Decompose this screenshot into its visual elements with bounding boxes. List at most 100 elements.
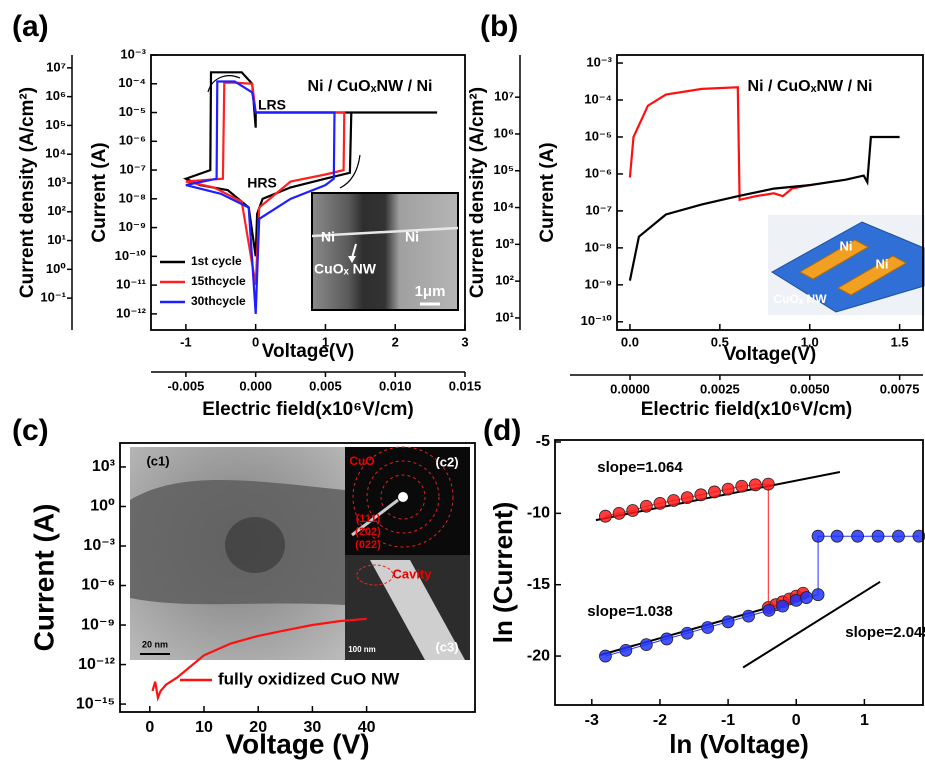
scatter-point xyxy=(640,639,652,651)
legend-label: fully oxidized CuO NW xyxy=(218,669,400,688)
scatter-point xyxy=(777,600,789,612)
annotation: slope=2.045 xyxy=(845,624,925,641)
scatter-point xyxy=(613,507,625,519)
annotation: 20 nm xyxy=(142,639,168,649)
y-tick-label: 10⁻⁶ xyxy=(81,577,115,594)
scatter-point xyxy=(702,622,714,634)
y-axis-label: Current (A) xyxy=(537,142,558,242)
scatter-point xyxy=(749,479,761,491)
y-tick-label: 10⁻¹⁵ xyxy=(76,695,115,712)
y-tick-label: 10⁰ xyxy=(90,498,115,515)
scatter-point xyxy=(668,495,680,507)
annotation: Ni xyxy=(840,238,853,253)
x-tick-label: 1 xyxy=(860,712,869,729)
legend-label: 30thcycle xyxy=(191,294,246,308)
annotation: Ni xyxy=(321,229,335,245)
x2-tick-label: 0.015 xyxy=(449,378,482,393)
page: (a)-1012310⁻³10⁻⁴10⁻⁵10⁻⁶10⁻⁷10⁻⁸10⁻⁹10⁻… xyxy=(0,0,925,763)
scatter-point xyxy=(599,510,611,522)
y2-tick-label: 10³ xyxy=(47,174,66,189)
y-tick-label: -5 xyxy=(536,433,550,450)
y-tick-label: 10⁻⁴ xyxy=(584,91,612,106)
scatter-point xyxy=(800,592,812,604)
y-tick-label: 10⁻⁷ xyxy=(585,202,612,217)
annotation: (c3) xyxy=(435,639,458,654)
panel-label: (b) xyxy=(480,10,518,43)
x-tick-label: 2 xyxy=(392,334,399,349)
y-tick-label: 10⁻¹² xyxy=(78,656,115,673)
annotation: (c2) xyxy=(435,454,458,469)
y-tick-label: 10³ xyxy=(92,458,115,475)
scatter-point xyxy=(812,589,824,601)
x-axis-label: Voltage (V) xyxy=(225,728,369,759)
y-tick-label: 10⁻⁶ xyxy=(585,165,612,180)
x2-axis-label: Electric field(x10⁶V/cm) xyxy=(202,399,414,420)
annotation: Cavity xyxy=(392,566,432,581)
panel-label: (d) xyxy=(483,414,521,447)
x-tick-label: 3 xyxy=(461,334,468,349)
y-tick-label: 10⁻⁹ xyxy=(81,616,115,633)
panel-label: (a) xyxy=(12,10,49,43)
scatter-point xyxy=(599,650,611,662)
x2-tick-label: 0.0050 xyxy=(790,381,830,396)
x2-tick-label: 0.000 xyxy=(239,378,272,393)
series-line xyxy=(630,87,810,200)
x2-tick-label: 0.0025 xyxy=(700,381,740,396)
series-line xyxy=(605,484,803,607)
scatter-point xyxy=(736,480,748,492)
x2-tick-label: 0.0075 xyxy=(880,381,920,396)
x-tick-label: 10 xyxy=(195,719,213,736)
x-axis-label: Voltage(V) xyxy=(724,344,817,365)
annotation: Ni xyxy=(405,229,419,245)
y-axis-label: Current (A) xyxy=(89,142,110,242)
scatter-point xyxy=(681,492,693,504)
y-tick-label: 10⁻³ xyxy=(120,46,146,61)
x-tick-label: 0.0 xyxy=(621,334,639,349)
annotation: Ni / CuOₓNW / Ni xyxy=(748,78,873,95)
y2-tick-label: 10⁴ xyxy=(493,199,514,214)
annotation: (111) xyxy=(356,513,381,525)
x-axis-label: Voltage(V) xyxy=(262,341,355,362)
y-tick-label: 10⁻⁸ xyxy=(585,239,612,254)
annotation: Ni xyxy=(876,256,889,271)
scatter-point xyxy=(695,489,707,501)
annotation: LRS xyxy=(258,97,286,113)
x-tick-label: 0 xyxy=(252,334,259,349)
x-axis-label: ln (Voltage) xyxy=(669,729,809,759)
y-tick-label: 10⁻⁹ xyxy=(585,276,613,291)
scatter-point xyxy=(892,530,904,542)
y-tick-label: 10⁻³ xyxy=(586,54,612,69)
y2-tick-label: 10⁷ xyxy=(494,89,514,104)
annotation: (c1) xyxy=(146,453,169,468)
y2-tick-label: 10⁶ xyxy=(494,125,514,140)
y2-tick-label: 10⁰ xyxy=(46,261,66,276)
scatter-point xyxy=(722,483,734,495)
y2-tick-label: 10⁻¹ xyxy=(40,290,66,305)
scatter-point xyxy=(681,627,693,639)
annotation: 1μm xyxy=(415,283,446,300)
scatter-point xyxy=(812,530,824,542)
y-tick-label: 10⁻³ xyxy=(83,537,115,554)
scatter-point xyxy=(763,604,775,616)
y-tick-label: 10⁻⁶ xyxy=(119,133,146,148)
y-tick-label: 10⁻¹⁰ xyxy=(581,313,613,328)
y-axis-label: ln (Current) xyxy=(488,502,518,644)
scatter-point xyxy=(831,530,843,542)
y-tick-label: 10⁻⁹ xyxy=(119,219,147,234)
scatter-point xyxy=(743,610,755,622)
y2-tick-label: 10¹ xyxy=(495,309,514,324)
y2-tick-label: 10² xyxy=(495,273,514,288)
annotation: slope=1.064 xyxy=(597,459,683,476)
x-tick-label: -3 xyxy=(585,712,599,729)
annotation: Ni / CuOₓNW / Ni xyxy=(308,78,433,95)
figure: (a)-1012310⁻³10⁻⁴10⁻⁵10⁻⁶10⁻⁷10⁻⁸10⁻⁹10⁻… xyxy=(0,0,925,763)
y2-tick-label: 10⁷ xyxy=(46,59,66,74)
y2-tick-label: 10² xyxy=(47,203,66,218)
y2-tick-label: 10⁶ xyxy=(46,88,66,103)
annotation: 100 nm xyxy=(348,645,376,654)
x2-axis-label: Electric field(x10⁶V/cm) xyxy=(641,399,853,420)
panel-label: (c) xyxy=(12,414,49,447)
annotation: CuO xyxy=(349,454,374,468)
y-tick-label: -20 xyxy=(527,647,550,664)
x2-tick-label: 0.0000 xyxy=(610,381,650,396)
